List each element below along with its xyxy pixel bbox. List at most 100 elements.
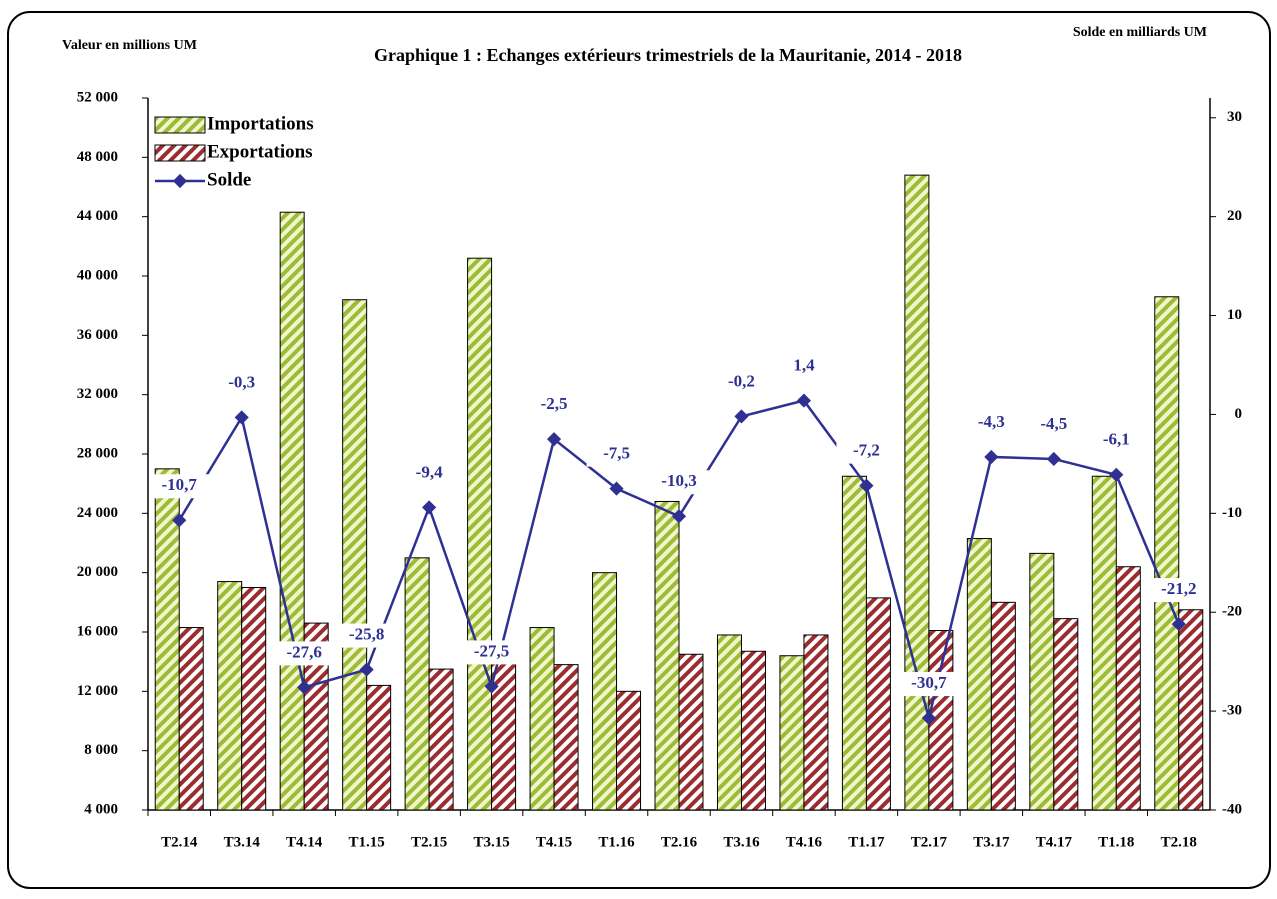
y-tick-label: 48 000 [77, 149, 118, 165]
bar [217, 581, 243, 811]
label-bg [836, 439, 897, 464]
chart-title: Graphique 1 : Echanges extérieurs trimes… [374, 45, 962, 65]
legend-label: Importations [207, 113, 314, 134]
label-bg [586, 442, 647, 467]
data-label: -4,5 [1040, 414, 1067, 433]
y-tick-label: 8 000 [84, 742, 118, 758]
x-tick-label: T1.16 [598, 834, 635, 850]
y2-tick-label: -30 [1222, 703, 1242, 719]
bar [990, 601, 1016, 811]
bar [654, 500, 680, 811]
y-tick-label: 32 000 [77, 386, 118, 402]
data-label: -25,8 [349, 624, 384, 643]
bar [616, 690, 642, 811]
label-bg [274, 641, 335, 666]
x-tick-label: T4.15 [536, 834, 572, 850]
marker [546, 432, 562, 447]
bar [491, 655, 517, 811]
y2-tick-label: -20 [1222, 604, 1242, 620]
marker [609, 481, 624, 496]
label-bg [898, 672, 959, 697]
bar [678, 653, 704, 811]
legend-marker [172, 173, 188, 189]
bar [1115, 566, 1141, 811]
bar [1091, 475, 1117, 811]
marker [422, 500, 437, 515]
data-label: -6,1 [1103, 430, 1130, 449]
label-bg [1086, 428, 1147, 453]
x-tick-label: T3.16 [723, 834, 760, 850]
x-tick-label: T4.17 [1036, 834, 1073, 850]
bar [553, 664, 579, 811]
marker [859, 478, 874, 493]
bar [428, 668, 454, 811]
bar [529, 627, 555, 811]
label-bg [336, 623, 397, 648]
label-bg [211, 371, 272, 396]
y2-tick-label: 20 [1227, 208, 1242, 224]
bar [1029, 552, 1055, 811]
bar [716, 634, 742, 811]
y2-tick-label: 0 [1235, 406, 1243, 422]
x-tick-label: T3.14 [224, 834, 261, 850]
y-tick-label: 20 000 [77, 564, 118, 580]
y-tick-label: 24 000 [77, 505, 118, 521]
marker [984, 449, 999, 465]
bar [178, 627, 204, 811]
data-label: -27,5 [474, 641, 509, 660]
bar [279, 211, 305, 811]
bar [592, 572, 618, 811]
label-bg [1148, 578, 1209, 603]
data-label: -7,5 [603, 444, 630, 463]
marker [921, 710, 936, 726]
x-tick-label: T1.15 [349, 834, 385, 850]
x-tick-label: T1.18 [1098, 834, 1134, 850]
marker [359, 662, 374, 677]
data-label: 1,4 [793, 356, 815, 375]
y-tick-label: 36 000 [77, 327, 118, 343]
data-label: -2,5 [541, 394, 568, 413]
marker [484, 679, 499, 694]
legend-swatch [154, 144, 206, 162]
label-bg [524, 393, 585, 418]
marker [734, 409, 749, 424]
label-bg [773, 354, 834, 379]
y2-tick-label: 10 [1227, 307, 1242, 323]
bar [241, 587, 267, 811]
x-tick-label: T2.18 [1161, 834, 1197, 850]
bar [342, 299, 368, 811]
label-bg [399, 461, 460, 486]
data-label: -4,3 [978, 412, 1005, 431]
y2-tick-label: -10 [1222, 505, 1242, 521]
bar [740, 650, 766, 811]
marker [172, 513, 187, 528]
bar [366, 684, 392, 811]
bar [1154, 296, 1180, 811]
marker [671, 509, 687, 524]
y-tick-label: 28 000 [77, 445, 118, 461]
bar [841, 475, 867, 811]
y2-tick-label: -40 [1222, 801, 1242, 817]
bar [803, 634, 829, 811]
label-bg [149, 474, 210, 499]
y-tick-label: 52 000 [77, 89, 118, 105]
bar [467, 257, 493, 811]
marker [234, 410, 249, 425]
x-tick-label: T3.15 [473, 834, 509, 850]
marker [297, 680, 312, 695]
label-bg [711, 370, 772, 395]
bar [154, 468, 180, 811]
bar [779, 655, 805, 811]
x-tick-label: T3.17 [973, 834, 1010, 850]
legend-label: Solde [207, 169, 251, 190]
data-label: -10,7 [162, 475, 198, 494]
y-axis-label: Valeur en millions UM [62, 38, 197, 53]
bar [966, 538, 992, 811]
x-tick-label: T1.17 [848, 834, 885, 850]
x-tick-label: T2.14 [161, 834, 198, 850]
y-tick-label: 12 000 [77, 683, 118, 699]
data-label: -27,6 [286, 642, 321, 661]
marker [1046, 451, 1061, 467]
bar [1178, 609, 1204, 811]
